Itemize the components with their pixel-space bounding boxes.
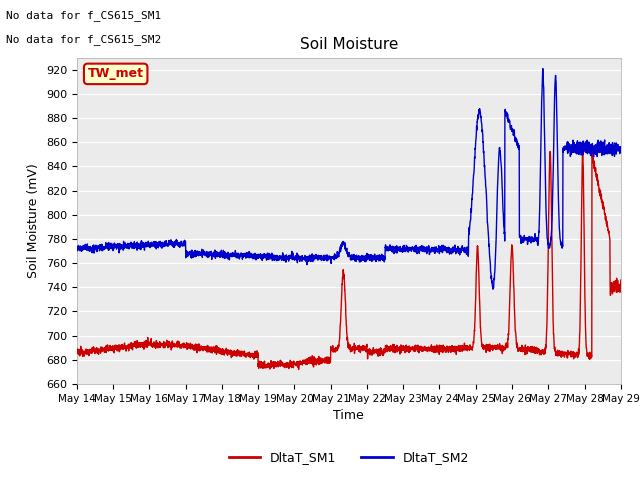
DltaT_SM2 — [489, 286, 497, 292]
Line: DltaT_SM2: DltaT_SM2 — [77, 69, 621, 289]
DltaT_SM1 — [167, 344, 175, 350]
DltaT_SM1 — [73, 350, 81, 356]
DltaT_SM1 — [295, 366, 303, 372]
Title: Soil Moisture: Soil Moisture — [300, 37, 398, 52]
DltaT_SM1 — [617, 277, 625, 283]
Text: No data for f_CS615_SM2: No data for f_CS615_SM2 — [6, 34, 162, 45]
DltaT_SM2 — [305, 256, 313, 262]
Line: DltaT_SM1: DltaT_SM1 — [77, 149, 621, 369]
Y-axis label: Soil Moisture (mV): Soil Moisture (mV) — [28, 163, 40, 278]
DltaT_SM2 — [539, 66, 547, 72]
Text: No data for f_CS615_SM1: No data for f_CS615_SM1 — [6, 10, 162, 21]
DltaT_SM1 — [135, 344, 143, 349]
DltaT_SM1 — [282, 363, 289, 369]
DltaT_SM1 — [548, 228, 556, 233]
X-axis label: Time: Time — [333, 409, 364, 422]
Legend: DltaT_SM1, DltaT_SM2: DltaT_SM1, DltaT_SM2 — [223, 446, 474, 469]
DltaT_SM1 — [607, 293, 614, 299]
DltaT_SM2 — [617, 145, 625, 151]
DltaT_SM2 — [548, 219, 556, 225]
DltaT_SM2 — [282, 257, 289, 263]
DltaT_SM2 — [607, 142, 614, 148]
DltaT_SM2 — [167, 239, 175, 245]
DltaT_SM2 — [73, 245, 81, 251]
Text: TW_met: TW_met — [88, 67, 144, 80]
DltaT_SM1 — [305, 359, 313, 365]
DltaT_SM1 — [579, 146, 586, 152]
DltaT_SM2 — [135, 244, 143, 250]
